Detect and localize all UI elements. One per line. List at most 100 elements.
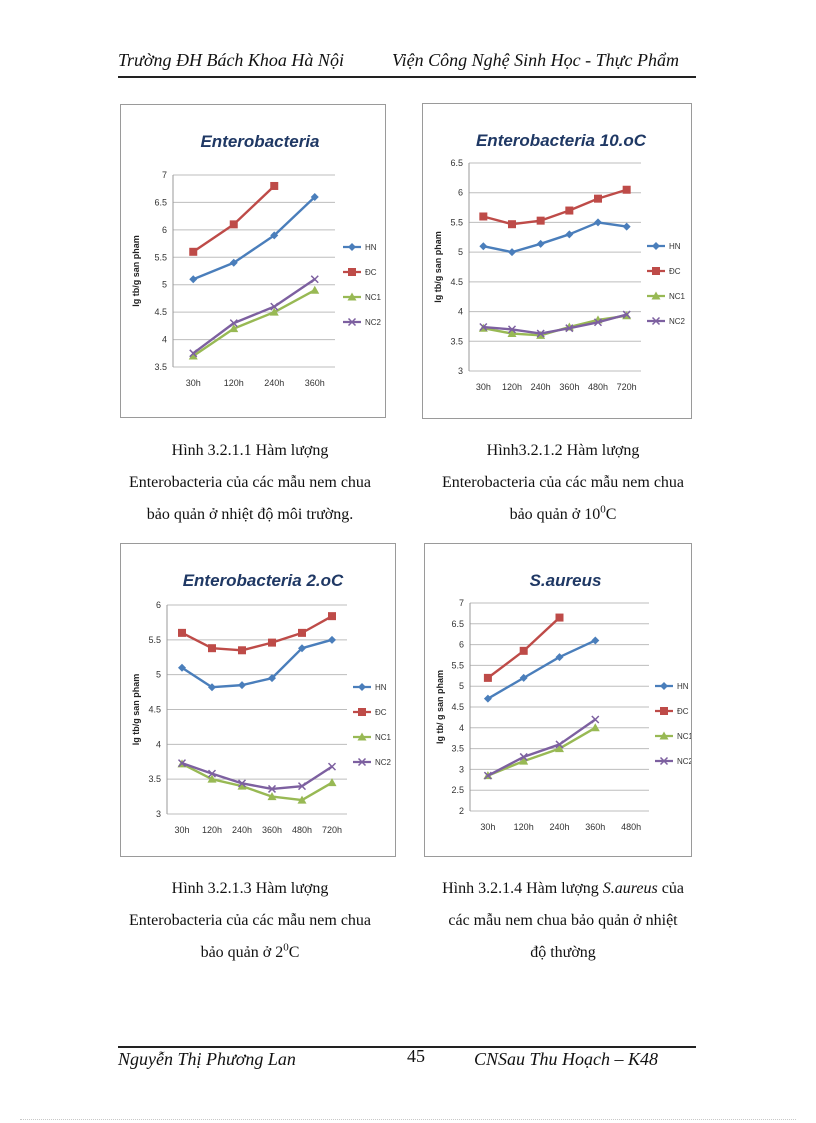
series-line	[487, 639, 596, 700]
series-line	[483, 221, 627, 254]
data-point	[536, 216, 545, 225]
y-tick-label: 6	[162, 225, 167, 235]
x-tick-label: 240h	[531, 382, 551, 392]
caption-4-line-1a: Hình 3.2.1.4 Hàm lượng	[442, 880, 603, 897]
data-point	[357, 757, 367, 767]
legend-label: NC1	[669, 292, 686, 301]
chart-title: S.aureus	[530, 571, 602, 590]
data-point	[483, 771, 492, 780]
caption-3-line-3: bảo quản ở 20C	[100, 937, 400, 969]
chart-title: Enterobacteria 2.oC	[183, 571, 344, 590]
data-point	[328, 635, 336, 644]
x-tick-label: 360h	[559, 382, 579, 392]
caption-2-line-3a: bảo quản ở 10	[509, 506, 601, 523]
series-line	[192, 196, 316, 281]
series-ĐC	[483, 613, 564, 682]
legend-label: ĐC	[669, 267, 681, 276]
y-tick-label: 6.5	[451, 619, 464, 629]
y-tick-label: 3	[156, 809, 161, 819]
y-tick-label: 6.5	[450, 158, 463, 168]
legend-item: ĐC	[655, 707, 689, 716]
chart-enterobacteria-2c: Enterobacteria 2.oC 3 3.5 4 4.5 5 5.5 6 30h 120h 2…	[120, 543, 396, 857]
y-tick-label: 5.5	[450, 217, 463, 227]
data-point	[483, 694, 492, 703]
x-tick-label: 240h	[232, 825, 252, 835]
x-tick-label: 360h	[262, 825, 282, 835]
x-tick-label: 30h	[174, 825, 189, 835]
x-tick-label: 720h	[322, 825, 342, 835]
data-point	[347, 292, 357, 301]
data-point	[357, 732, 367, 741]
series-line	[181, 762, 333, 802]
series-HN	[178, 635, 336, 692]
y-tick-label: 3	[459, 764, 464, 774]
series-NC2	[177, 759, 337, 793]
data-point	[591, 715, 600, 724]
data-point	[591, 636, 600, 645]
y-tick-label: 3.5	[154, 362, 167, 372]
caption-4-line-1: Hình 3.2.1.4 Hàm lượng S.aureus của	[413, 873, 713, 905]
y-tick-label: 2.5	[451, 785, 464, 795]
data-point	[178, 628, 186, 637]
y-tick-label: 4.5	[154, 307, 167, 317]
series-ĐC	[479, 185, 631, 229]
series-line	[487, 726, 596, 777]
data-point	[270, 231, 279, 240]
data-point	[622, 222, 631, 231]
caption-4-species: S.aureus	[602, 880, 658, 897]
data-point	[507, 325, 517, 334]
data-point	[508, 220, 516, 229]
y-tick-label: 4	[162, 335, 167, 345]
data-point	[660, 682, 668, 690]
data-point	[519, 756, 529, 765]
series-line	[192, 278, 316, 355]
legend-label: NC1	[365, 293, 382, 302]
y-tick-label: 3	[458, 366, 463, 376]
chart-enterobacteria-10c: Enterobacteria 10.oC 3 3.5 4 4.5 5 5.5 6 6.5 30h 1…	[422, 103, 692, 419]
data-point	[268, 638, 276, 647]
y-tick-label: 5	[162, 280, 167, 290]
legend-label: ĐC	[365, 268, 377, 277]
y-axis-label: lg tb/ g san pham	[435, 670, 445, 744]
data-point	[238, 681, 246, 690]
series-NC2	[483, 715, 600, 780]
footer-rule	[118, 1046, 696, 1048]
series-HN	[483, 636, 600, 703]
y-tick-label: 4	[459, 723, 464, 733]
legend-item: ĐC	[353, 708, 387, 717]
series-NC2	[479, 310, 631, 338]
chart-enterobacteria-svg: Enterobacteria 3.5 4 4.5 5 5.5 6 6.5 7 30h 120h 240…	[131, 132, 382, 388]
legend-item: HN	[647, 242, 681, 251]
legend-item: NC1	[647, 291, 686, 301]
legend-label: NC1	[375, 733, 392, 742]
series-line	[483, 314, 627, 337]
data-point	[519, 646, 528, 655]
data-point	[237, 781, 247, 790]
legend-label: NC2	[669, 317, 686, 326]
chart-s-aureus: S.aureus 2 2.5 3 3.5 4 4.5 5 5.5 6 6.5 7 30h 120h 240h…	[424, 543, 692, 857]
data-point	[237, 779, 247, 788]
caption-3-line-3a: bảo quản ở 2	[200, 944, 284, 961]
series-line	[483, 313, 627, 335]
data-point	[270, 302, 279, 311]
data-point	[298, 628, 306, 637]
data-point	[189, 247, 198, 256]
legend-label: NC2	[365, 318, 382, 327]
series-NC1	[188, 285, 320, 360]
series-line	[181, 615, 333, 652]
legend-label: HN	[677, 682, 689, 691]
data-point	[652, 242, 660, 250]
data-point	[310, 192, 319, 201]
series-ĐC	[178, 612, 336, 655]
data-point	[483, 673, 492, 682]
legend-label: ĐC	[677, 707, 689, 716]
legend-item: ĐC	[343, 268, 377, 277]
chart-enterobacteria-10c-svg: Enterobacteria 10.oC 3 3.5 4 4.5 5 5.5 6 6.5 30h 1…	[433, 131, 686, 392]
y-axis-label: lg tb/g san pham	[131, 674, 141, 746]
data-point	[358, 683, 366, 691]
data-point	[229, 220, 238, 229]
y-axis-label: lg tb/g san pham	[433, 231, 443, 303]
caption-figure-2: Hình3.2.1.2 Hàm lượng Enterobacteria của…	[413, 435, 713, 531]
series-HN	[189, 192, 319, 284]
data-point	[328, 612, 336, 621]
